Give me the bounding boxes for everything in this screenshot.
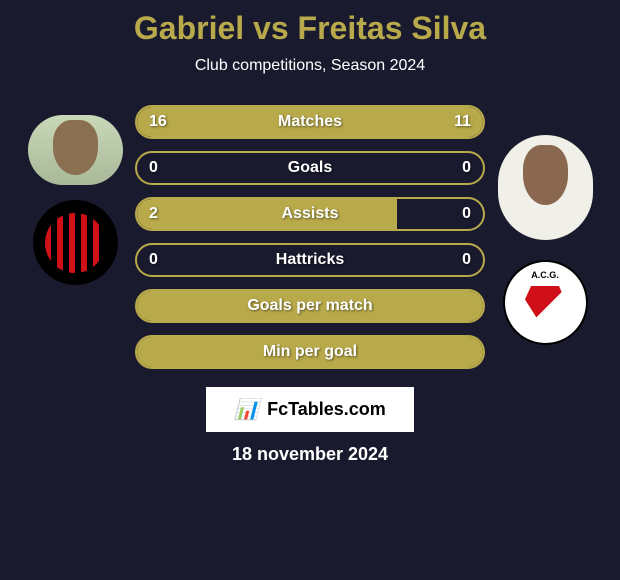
stat-label: Matches (278, 113, 342, 131)
stat-label: Min per goal (263, 343, 357, 361)
stat-value-right: 0 (462, 205, 471, 223)
stat-value-left: 16 (149, 113, 167, 131)
chart-icon: 📊 (234, 397, 259, 422)
page-title: Gabriel vs Freitas Silva (0, 10, 620, 47)
date-label: 18 november 2024 (232, 444, 388, 465)
comparison-area: 16 Matches 11 0 Goals 0 2 Assists 0 0 Ha… (0, 105, 620, 369)
branding-badge[interactable]: 📊 FcTables.com (206, 387, 414, 432)
stat-bar-matches: 16 Matches 11 (135, 105, 485, 139)
player2-column (490, 105, 600, 345)
stat-label: Goals per match (247, 297, 372, 315)
stats-column: 16 Matches 11 0 Goals 0 2 Assists 0 0 Ha… (130, 105, 490, 369)
vs-text: vs (253, 10, 289, 46)
stat-value-right: 0 (462, 251, 471, 269)
player2-name: Freitas Silva (298, 10, 487, 46)
branding-text: FcTables.com (267, 399, 386, 420)
stat-label: Hattricks (276, 251, 344, 269)
player1-column (20, 105, 130, 285)
subtitle: Club competitions, Season 2024 (0, 57, 620, 75)
stat-bar-hattricks: 0 Hattricks 0 (135, 243, 485, 277)
stat-value-left: 0 (149, 159, 158, 177)
stat-bar-min-per-goal: Min per goal (135, 335, 485, 369)
stat-bar-assists: 2 Assists 0 (135, 197, 485, 231)
stat-label: Assists (282, 205, 339, 223)
stat-label: Goals (288, 159, 332, 177)
header: Gabriel vs Freitas Silva Club competitio… (0, 0, 620, 75)
player1-photo (28, 115, 123, 185)
stat-value-left: 2 (149, 205, 158, 223)
stat-fill-left (137, 199, 397, 229)
stat-value-right: 11 (454, 113, 471, 131)
stat-value-left: 0 (149, 251, 158, 269)
stat-bar-goals-per-match: Goals per match (135, 289, 485, 323)
player2-photo (498, 135, 593, 240)
stat-value-right: 0 (462, 159, 471, 177)
player1-name: Gabriel (134, 10, 244, 46)
footer: 📊 FcTables.com 18 november 2024 (0, 387, 620, 465)
player1-club-badge (33, 200, 118, 285)
player2-club-badge (503, 260, 588, 345)
stat-bar-goals: 0 Goals 0 (135, 151, 485, 185)
